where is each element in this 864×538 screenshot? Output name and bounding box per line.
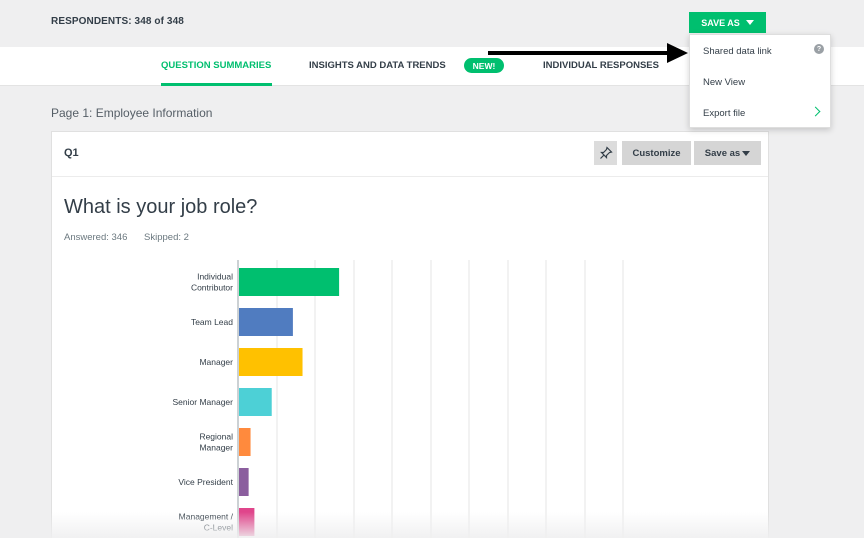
question-save-as-button[interactable]: Save as (694, 141, 761, 165)
bar-vice-president[interactable] (239, 468, 249, 496)
bar-regional-manager[interactable] (239, 428, 251, 456)
customize-button[interactable]: Customize (622, 141, 691, 165)
active-tab-underline (161, 83, 272, 86)
pin-icon (599, 146, 613, 159)
question-card-header: Q1 Customize Save as (52, 132, 768, 177)
new-badge: NEW! (464, 58, 504, 73)
top-bar: RESPONDENTS: 348 of 348 SAVE AS (0, 0, 864, 47)
menu-item-new-view[interactable]: New View (703, 77, 746, 88)
skipped-count: Skipped: 2 (144, 232, 189, 243)
category-label: Regional Manager (199, 432, 233, 453)
save-as-menu: Shared data link ? New View Export file (689, 34, 831, 128)
category-label: Team Lead (191, 317, 233, 327)
question-stats: Answered: 346 Skipped: 2 (64, 232, 203, 243)
category-label: Vice President (178, 477, 233, 487)
bar-individual-contributor[interactable] (239, 268, 340, 296)
bar-senior-manager[interactable] (239, 388, 272, 416)
menu-item-shared-data-link[interactable]: Shared data link (703, 46, 772, 57)
save-as-label: SAVE AS (701, 17, 740, 28)
answered-count: Answered: 346 (64, 232, 128, 243)
help-icon[interactable]: ? (814, 44, 824, 54)
bar-management-c-level[interactable] (239, 508, 255, 536)
caret-down-icon (742, 150, 751, 156)
tab-question-summaries[interactable]: QUESTION SUMMARIES (161, 60, 272, 71)
save-as-button[interactable]: SAVE AS (689, 12, 766, 33)
question-card: Q1 Customize Save as What is your job ro… (51, 131, 769, 538)
caret-down-icon (745, 20, 754, 25)
page-title: Page 1: Employee Information (51, 106, 213, 120)
arrow-annotation (488, 43, 688, 63)
question-save-as-label: Save as (704, 147, 741, 159)
category-label: Manager (199, 357, 233, 367)
question-number: Q1 (64, 147, 79, 159)
menu-item-export-file[interactable]: Export file (703, 108, 746, 119)
chevron-right-icon (810, 106, 821, 117)
tab-individual-responses[interactable]: INDIVIDUAL RESPONSES (543, 60, 659, 71)
bar-team-lead[interactable] (239, 308, 293, 336)
bar-manager[interactable] (239, 348, 303, 376)
question-title: What is your job role? (64, 196, 258, 218)
category-label: Individual Contributor (191, 272, 233, 293)
tab-insights-and-data-trends[interactable]: INSIGHTS AND DATA TRENDS (309, 60, 446, 71)
job-role-bar-chart: Individual Contributor Team Lead Manager Sen… (173, 260, 624, 538)
respondents-count: RESPONDENTS: 348 of 348 (51, 16, 184, 27)
category-label: Management / C-Level (179, 512, 234, 533)
category-label: Senior Manager (173, 397, 234, 407)
pin-button[interactable] (594, 141, 617, 165)
